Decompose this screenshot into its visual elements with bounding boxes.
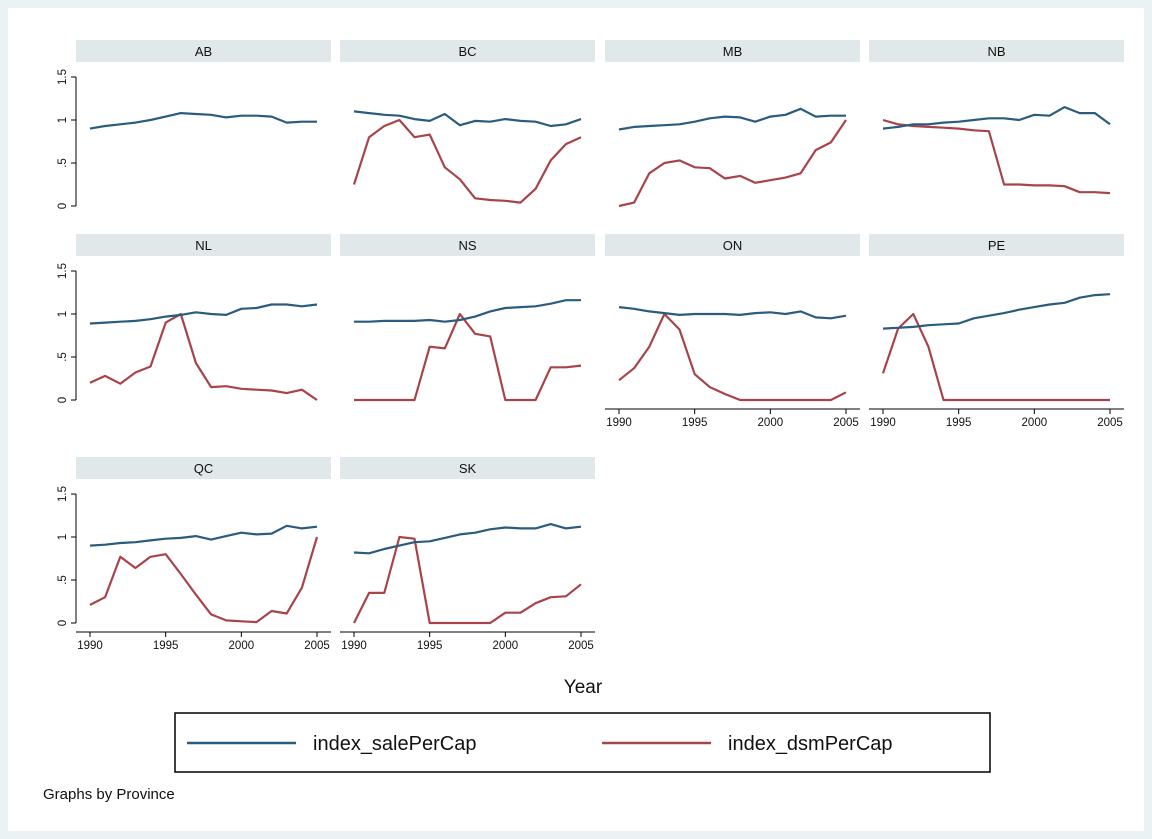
series-line-dsm: [881, 312, 1110, 402]
panel-strip-label: ON: [723, 238, 743, 253]
x-tick-label: 1990: [77, 640, 103, 652]
panel-strip: [76, 457, 331, 479]
legend-label: index_salePerCap: [313, 733, 476, 755]
series-line-sale: [354, 299, 581, 323]
plot-region: [8, 8, 1144, 831]
panel-ab: AB 0 .5 1 1.5: [57, 40, 331, 209]
x-tick-label: 1990: [606, 417, 632, 429]
series-line-sale: [89, 111, 317, 130]
panel-strip-label: AB: [195, 44, 212, 59]
panel-nb: NB: [869, 40, 1124, 195]
series-line-dsm: [882, 118, 1111, 195]
x-tick-label: 2000: [493, 640, 519, 652]
series-line-dsm: [89, 312, 318, 401]
panel-nl: NL 0 .5 1 1.5: [57, 234, 331, 403]
series-line-sale: [618, 107, 846, 131]
panel-qc: QC 0 .5 1 1.5 1990 1995 2000 2005: [57, 457, 331, 652]
panel-strip: [869, 234, 1124, 256]
panel-on: ON 1990 1995 2000 2005: [605, 234, 860, 429]
panel-strip: [340, 234, 595, 256]
series-line-sale: [882, 105, 1111, 130]
panel-strip-label: NB: [987, 44, 1005, 59]
x-tick-label: 1995: [682, 417, 708, 429]
panel-strip: [605, 40, 860, 62]
series-line-dsm: [89, 536, 319, 624]
x-tick-label: 2005: [1097, 417, 1123, 429]
series-line-dsm: [618, 119, 847, 208]
panel-strip: [605, 234, 860, 256]
panel-strip: [76, 234, 331, 256]
panel-strip: [869, 40, 1124, 62]
series-line-dsm: [353, 535, 582, 625]
y-tick-label: .5: [57, 158, 69, 168]
panel-bc: BC: [340, 40, 595, 204]
panel-strip-label: NL: [195, 238, 212, 253]
y-tick-label: 1: [57, 117, 69, 123]
series-line-dsm: [354, 312, 582, 402]
y-tick-label: .5: [57, 352, 69, 362]
series-line-sale: [89, 524, 318, 547]
x-tick-label: 2000: [758, 417, 784, 429]
panel-strip-label: BC: [458, 44, 476, 59]
panel-strip-label: MB: [723, 44, 743, 59]
legend: index_salePerCap index_dsmPerCap: [174, 712, 991, 773]
x-tick-label: 1990: [870, 417, 896, 429]
panel-ns: NS: [340, 234, 595, 402]
panel-strip: [76, 40, 331, 62]
y-tick-label: 0: [57, 397, 69, 403]
x-tick-label: 2000: [1022, 417, 1048, 429]
series-line-dsm: [618, 312, 847, 402]
x-tick-label: 2005: [568, 640, 594, 652]
y-tick-label: 1.5: [57, 486, 69, 502]
series-line-sale: [618, 306, 847, 320]
y-tick-label: 1.5: [57, 69, 69, 85]
series-line-dsm: [352, 118, 582, 204]
y-tick-label: 1: [57, 311, 69, 317]
x-tick-label: 1995: [946, 417, 972, 429]
y-tick-label: .5: [57, 575, 69, 585]
x-tick-label: 1995: [153, 640, 179, 652]
series-line-sale: [353, 110, 582, 128]
panel-strip-label: SK: [459, 461, 477, 476]
x-axis-title: Year: [564, 677, 603, 698]
x-tick-label: 1995: [417, 640, 443, 652]
panel-strip-label: NS: [458, 238, 476, 253]
panel-strip: [340, 457, 595, 479]
legend-label: index_dsmPerCap: [728, 733, 893, 755]
x-tick-label: 1990: [341, 640, 367, 652]
panel-mb: MB: [605, 40, 860, 208]
y-tick-label: 0: [57, 620, 69, 626]
panel-pe: PE 1990 1995 2000 2005: [869, 234, 1124, 429]
series-line-sale: [353, 522, 582, 555]
x-tick-label: 2005: [304, 640, 330, 652]
y-tick-label: 1: [57, 534, 69, 540]
x-tick-label: 2005: [833, 417, 859, 429]
series-line-sale: [89, 303, 318, 325]
panel-strip-label: QC: [194, 461, 214, 476]
panel-sk: SK 1990 1995 2000 2005: [340, 457, 595, 652]
graphs-by-note: Graphs by Province: [43, 786, 175, 803]
panel-strip-label: PE: [988, 238, 1006, 253]
legend-box: [174, 712, 991, 773]
series-line-sale: [882, 293, 1111, 330]
x-tick-label: 2000: [229, 640, 255, 652]
panel-strip: [340, 40, 595, 62]
y-tick-label: 0: [57, 203, 69, 209]
y-tick-label: 1.5: [57, 263, 69, 279]
